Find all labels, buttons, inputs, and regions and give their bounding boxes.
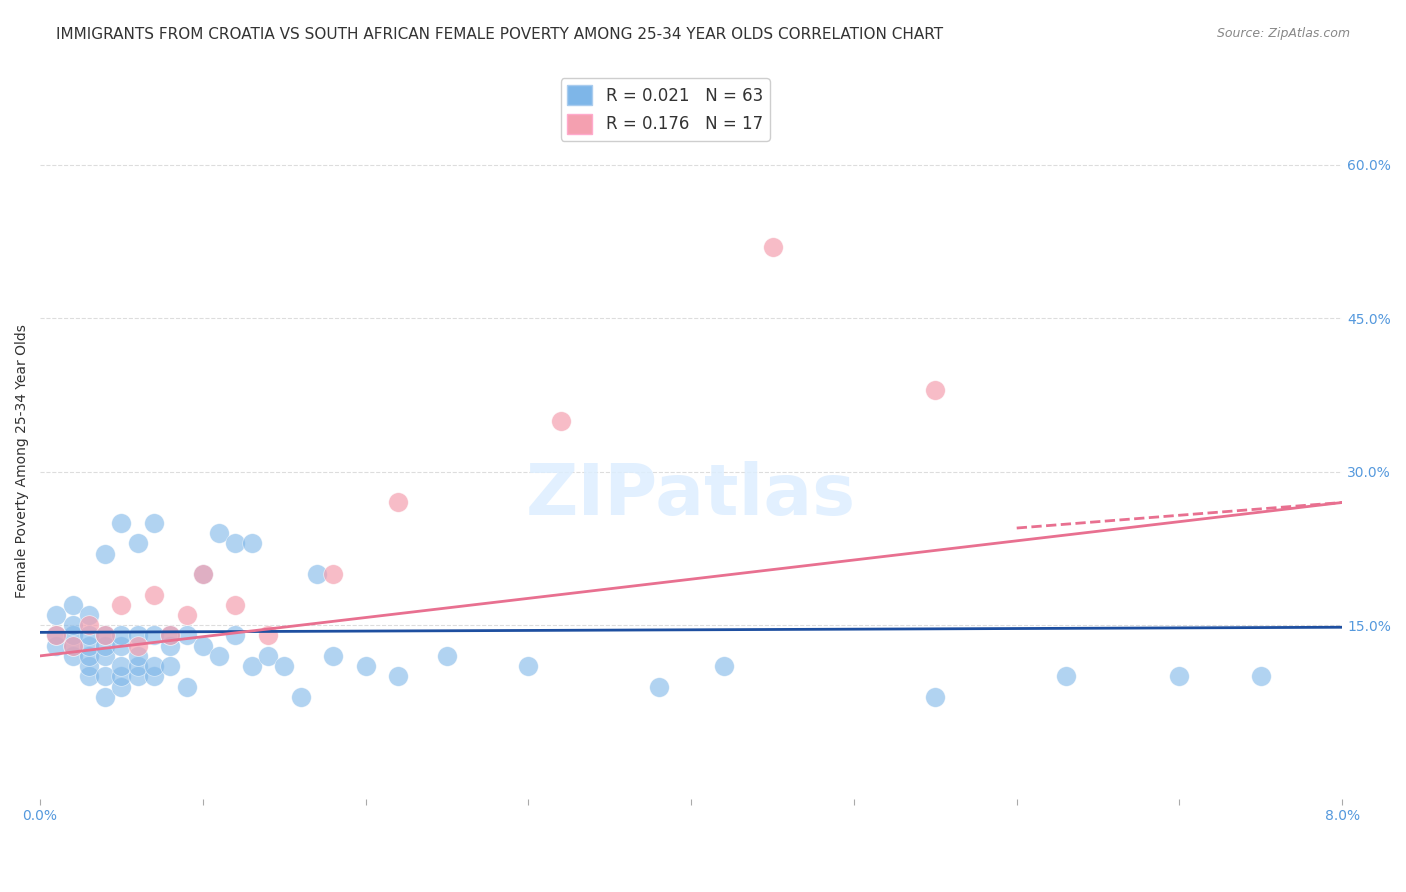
Immigrants from Croatia (1168, 669, 1191, 683)
Text: IMMIGRANTS FROM CROATIA VS SOUTH AFRICAN FEMALE POVERTY AMONG 25-34 YEAR OLDS CO: IMMIGRANTS FROM CROATIA VS SOUTH AFRICAN… (56, 27, 943, 42)
Immigrants from Croatia (143, 659, 166, 673)
Immigrants from Croatia (191, 639, 214, 653)
South Africans (550, 414, 572, 428)
South Africans (62, 639, 84, 653)
Immigrants from Croatia (110, 639, 132, 653)
Y-axis label: Female Poverty Among 25-34 Year Olds: Female Poverty Among 25-34 Year Olds (15, 325, 30, 599)
Immigrants from Croatia (924, 690, 946, 704)
Immigrants from Croatia (110, 659, 132, 673)
South Africans (387, 495, 409, 509)
Immigrants from Croatia (176, 680, 198, 694)
Immigrants from Croatia (208, 526, 231, 541)
Immigrants from Croatia (127, 659, 149, 673)
Immigrants from Croatia (62, 618, 84, 632)
Immigrants from Croatia (94, 648, 117, 663)
Immigrants from Croatia (159, 639, 181, 653)
Immigrants from Croatia (387, 669, 409, 683)
South Africans (143, 587, 166, 601)
Immigrants from Croatia (62, 628, 84, 642)
Immigrants from Croatia (517, 659, 540, 673)
Immigrants from Croatia (110, 680, 132, 694)
Immigrants from Croatia (77, 607, 100, 622)
Immigrants from Croatia (77, 659, 100, 673)
South Africans (176, 607, 198, 622)
Immigrants from Croatia (94, 628, 117, 642)
Immigrants from Croatia (240, 659, 263, 673)
Immigrants from Croatia (208, 648, 231, 663)
Immigrants from Croatia (191, 567, 214, 582)
Immigrants from Croatia (305, 567, 328, 582)
Immigrants from Croatia (127, 669, 149, 683)
Immigrants from Croatia (62, 648, 84, 663)
South Africans (110, 598, 132, 612)
South Africans (127, 639, 149, 653)
Immigrants from Croatia (127, 628, 149, 642)
South Africans (924, 383, 946, 397)
Immigrants from Croatia (94, 547, 117, 561)
Legend: R = 0.021   N = 63, R = 0.176   N = 17: R = 0.021 N = 63, R = 0.176 N = 17 (561, 78, 769, 141)
South Africans (159, 628, 181, 642)
Immigrants from Croatia (94, 690, 117, 704)
Immigrants from Croatia (713, 659, 735, 673)
Immigrants from Croatia (143, 628, 166, 642)
Immigrants from Croatia (110, 516, 132, 530)
Immigrants from Croatia (159, 628, 181, 642)
Immigrants from Croatia (77, 628, 100, 642)
Immigrants from Croatia (322, 648, 344, 663)
South Africans (257, 628, 280, 642)
Immigrants from Croatia (110, 669, 132, 683)
South Africans (761, 240, 783, 254)
Immigrants from Croatia (110, 628, 132, 642)
South Africans (224, 598, 246, 612)
Immigrants from Croatia (62, 639, 84, 653)
Text: ZIPatlas: ZIPatlas (526, 461, 856, 530)
Immigrants from Croatia (176, 628, 198, 642)
Immigrants from Croatia (77, 669, 100, 683)
Immigrants from Croatia (143, 669, 166, 683)
Immigrants from Croatia (45, 607, 67, 622)
Immigrants from Croatia (77, 639, 100, 653)
South Africans (322, 567, 344, 582)
Immigrants from Croatia (127, 536, 149, 550)
South Africans (45, 628, 67, 642)
Immigrants from Croatia (1250, 669, 1272, 683)
Immigrants from Croatia (159, 659, 181, 673)
Immigrants from Croatia (273, 659, 295, 673)
Immigrants from Croatia (62, 598, 84, 612)
South Africans (191, 567, 214, 582)
Text: Source: ZipAtlas.com: Source: ZipAtlas.com (1216, 27, 1350, 40)
Immigrants from Croatia (240, 536, 263, 550)
Immigrants from Croatia (257, 648, 280, 663)
Immigrants from Croatia (143, 516, 166, 530)
South Africans (77, 618, 100, 632)
Immigrants from Croatia (354, 659, 377, 673)
Immigrants from Croatia (77, 648, 100, 663)
Immigrants from Croatia (224, 536, 246, 550)
Immigrants from Croatia (647, 680, 669, 694)
Immigrants from Croatia (1054, 669, 1077, 683)
Immigrants from Croatia (94, 669, 117, 683)
Immigrants from Croatia (127, 648, 149, 663)
Immigrants from Croatia (224, 628, 246, 642)
South Africans (94, 628, 117, 642)
Immigrants from Croatia (290, 690, 312, 704)
Immigrants from Croatia (94, 639, 117, 653)
Immigrants from Croatia (436, 648, 458, 663)
Immigrants from Croatia (45, 628, 67, 642)
Immigrants from Croatia (45, 639, 67, 653)
